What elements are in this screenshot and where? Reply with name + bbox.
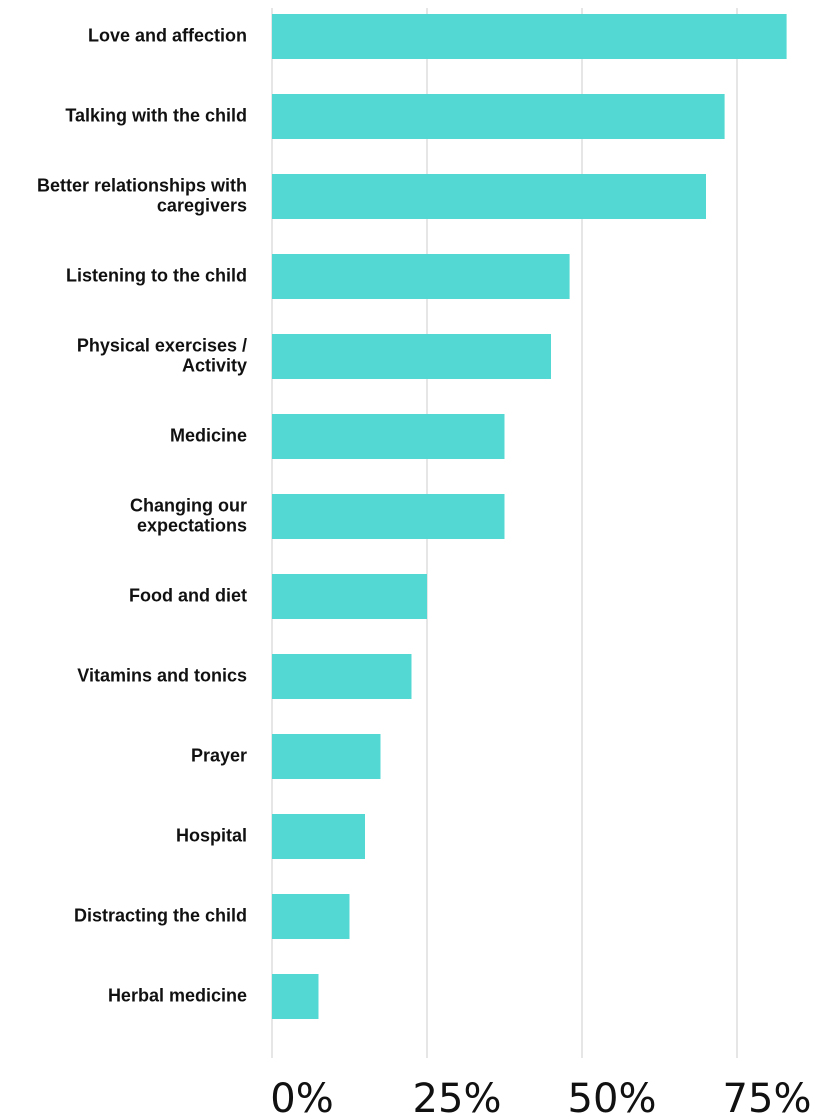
category-label-1: Talking with the child — [65, 105, 247, 125]
category-label-2: Better relationships with caregivers — [37, 175, 247, 215]
category-label-10: Hospital — [176, 825, 247, 845]
category-label-6: Changing our expectations — [130, 495, 247, 535]
bar-8 — [272, 654, 412, 699]
x-tick-label-25: 25% — [413, 1076, 502, 1120]
category-label-0: Love and affection — [88, 25, 247, 45]
bar-1 — [272, 94, 725, 139]
category-label-7: Food and diet — [129, 585, 247, 605]
bar-5 — [272, 414, 505, 459]
bar-10 — [272, 814, 365, 859]
category-label-12: Herbal medicine — [108, 985, 247, 1005]
bars — [272, 14, 787, 1019]
category-label-5: Medicine — [170, 425, 247, 445]
category-label-3: Listening to the child — [66, 265, 247, 285]
bar-7 — [272, 574, 427, 619]
x-tick-label-75: 75% — [723, 1076, 812, 1120]
bar-2 — [272, 174, 706, 219]
bar-9 — [272, 734, 381, 779]
category-labels: Love and affection Talking with the child… — [37, 25, 247, 1005]
bar-12 — [272, 974, 319, 1019]
bar-11 — [272, 894, 350, 939]
x-tick-label-0: 0% — [270, 1076, 333, 1120]
bar-0 — [272, 14, 787, 59]
bar-3 — [272, 254, 570, 299]
category-label-11: Distracting the child — [74, 905, 247, 925]
x-axis-tick-labels: 0% 25% 50% 75% — [270, 1076, 811, 1120]
bar-6 — [272, 494, 505, 539]
category-label-8: Vitamins and tonics — [77, 665, 247, 685]
x-tick-label-50: 50% — [568, 1076, 657, 1120]
category-label-9: Prayer — [191, 745, 247, 765]
category-label-4: Physical exercises / Activity — [77, 335, 247, 375]
bar-4 — [272, 334, 551, 379]
